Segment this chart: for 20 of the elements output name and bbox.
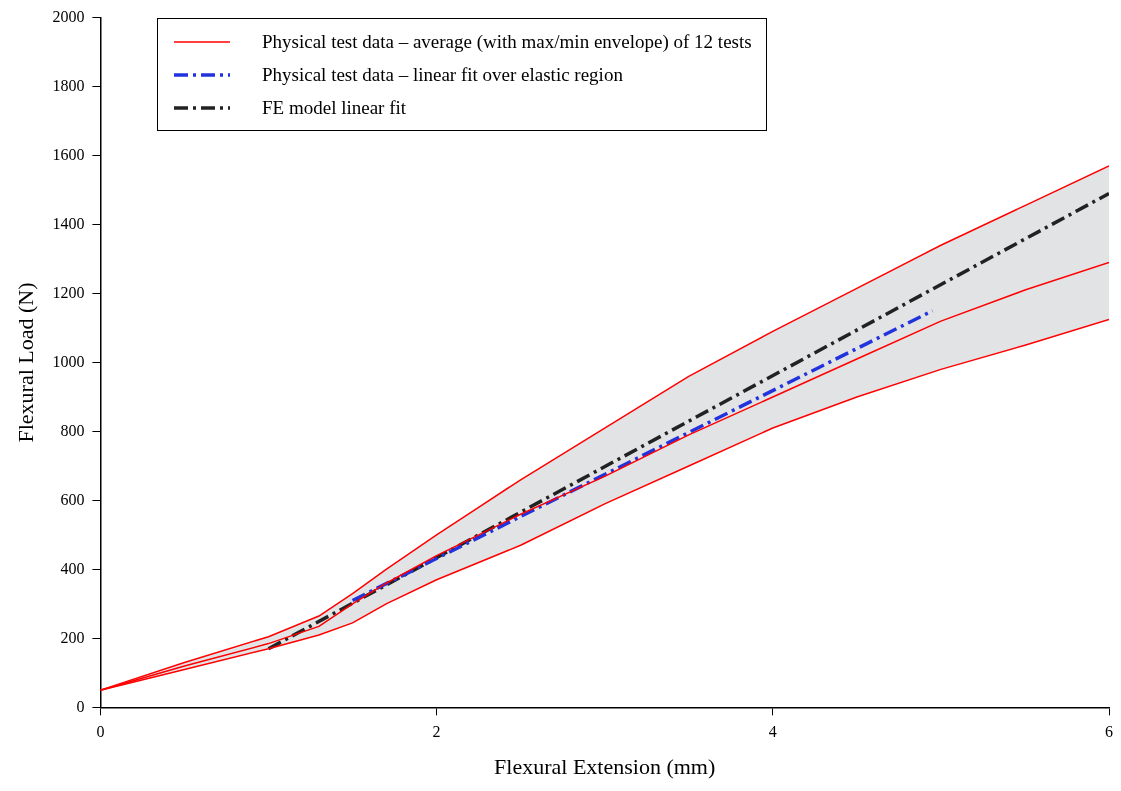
y-tick-label: 2000 [52, 7, 85, 25]
y-tick-label: 400 [60, 559, 85, 577]
y-tick-label: 600 [60, 490, 85, 508]
y-tick-label: 1600 [52, 145, 85, 163]
legend-label: Physical test data – average (with max/min envelope) of 12 tests [262, 30, 752, 53]
y-tick-label: 1400 [52, 214, 85, 232]
x-tick-label: 0 [96, 723, 105, 741]
y-tick-label: 0 [76, 697, 85, 715]
y-axis-title: Flexural Load (N) [12, 282, 38, 443]
x-tick-label: 2 [432, 723, 441, 741]
y-tick-label: 1200 [52, 283, 85, 301]
y-tick-label: 800 [60, 421, 85, 439]
y-tick-label: 200 [60, 628, 85, 646]
x-tick-label: 4 [768, 723, 777, 741]
legend-label: FE model linear fit [262, 96, 407, 119]
x-tick-label: 6 [1105, 723, 1113, 741]
legend-label: Physical test data – linear fit over elastic region [262, 63, 623, 86]
x-axis-title: Flexural Extension (mm) [494, 753, 716, 779]
y-tick-label: 1800 [52, 76, 85, 94]
y-tick-label: 1000 [52, 352, 85, 370]
